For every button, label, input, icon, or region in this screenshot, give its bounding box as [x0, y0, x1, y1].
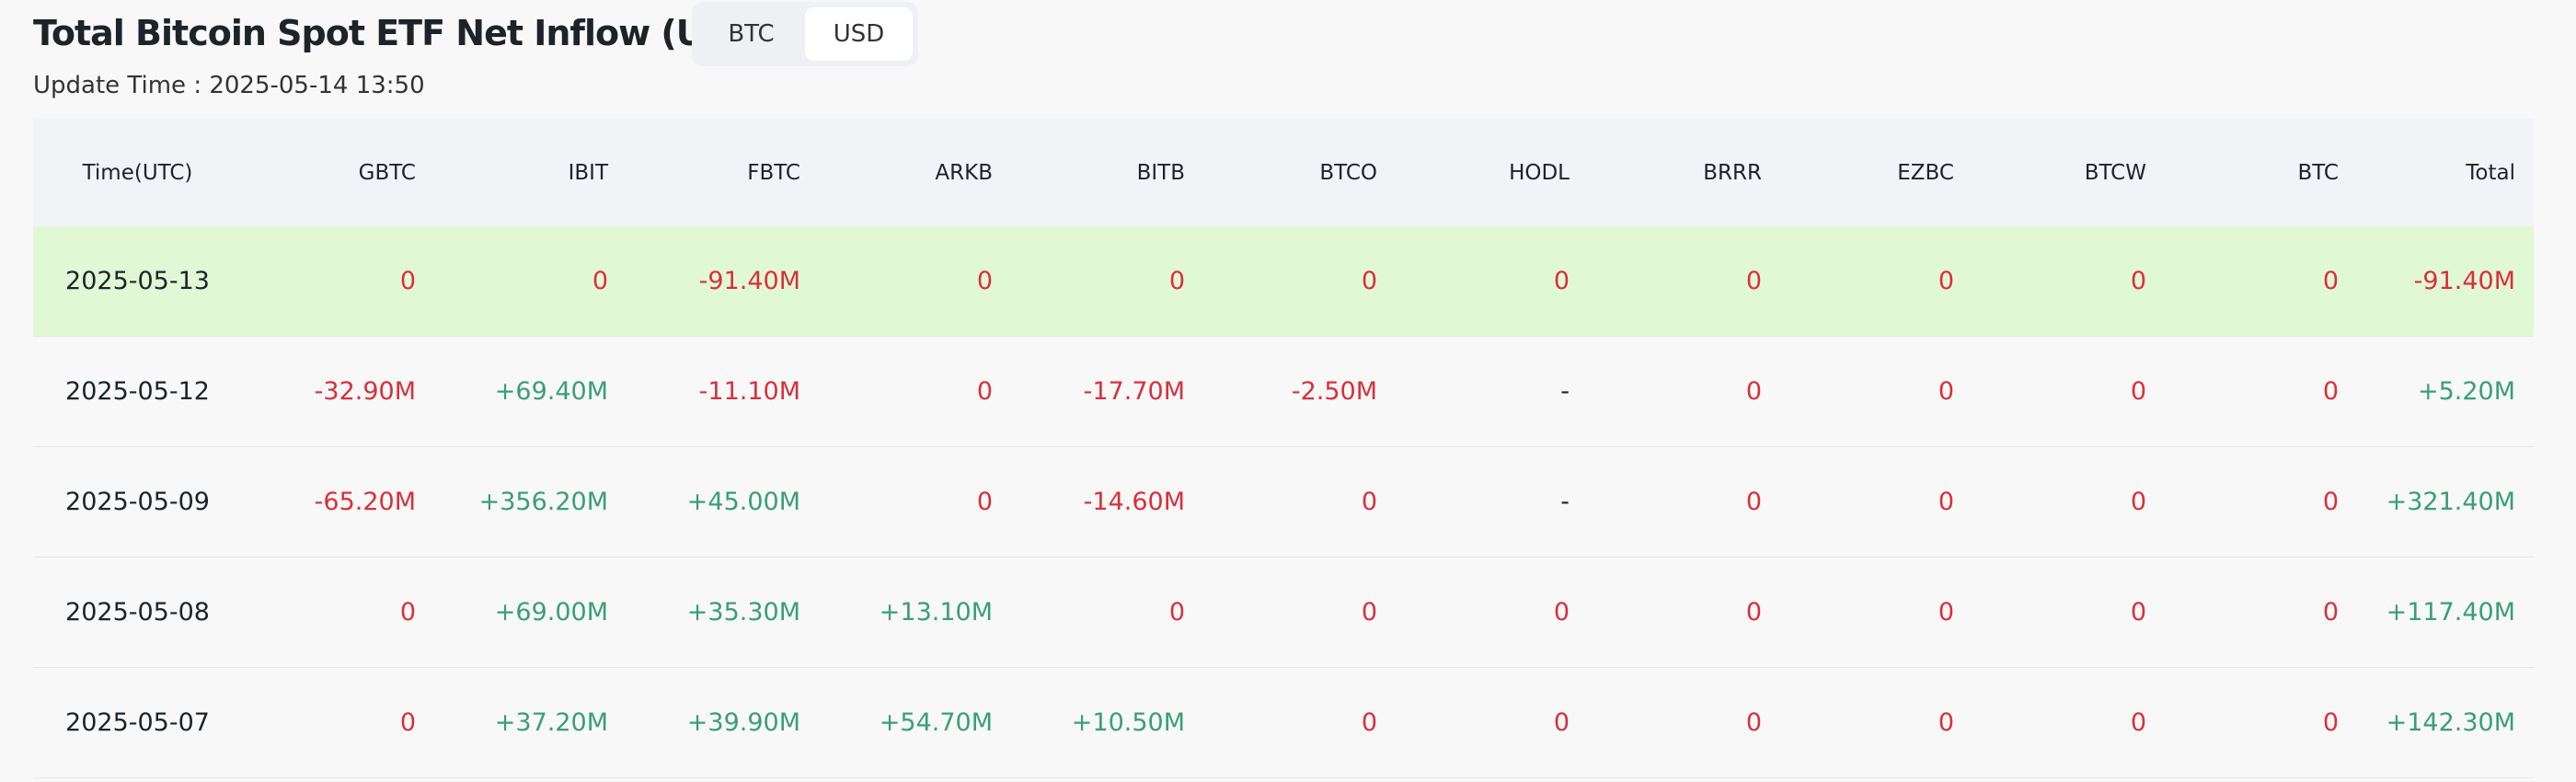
column-header: BRRR	[1588, 119, 1780, 226]
flow-cell: +142.30M	[2357, 667, 2534, 778]
date-cell: 2025-05-13	[33, 226, 242, 337]
flow-cell: 0	[1203, 557, 1396, 668]
flow-cell: 0	[1780, 557, 1972, 668]
flow-cell: 0	[1396, 557, 1588, 668]
flow-cell: 0	[1011, 226, 1203, 337]
flow-cell: 0	[1780, 667, 1972, 778]
flow-cell: +35.30M	[627, 557, 819, 668]
flow-cell: 0	[1972, 446, 2165, 558]
flow-cell: 0	[1972, 557, 2165, 668]
flow-cell: 0	[1203, 446, 1396, 558]
flow-cell: 0	[1203, 667, 1396, 778]
flow-cell: 0	[1780, 226, 1972, 337]
header-row: Time(UTC) GBTC IBIT FBTC ARKB BITB BTCO HODL BRR…	[33, 119, 2534, 226]
flow-cell: +69.40M	[434, 336, 627, 447]
flow-cell: +356.20M	[434, 446, 627, 558]
flow-cell: -91.40M	[2357, 226, 2534, 337]
flow-cell: 0	[1972, 226, 2165, 337]
column-header: Total	[2357, 119, 2534, 226]
flow-cell: -	[1396, 336, 1588, 447]
flow-cell: -17.70M	[1011, 336, 1203, 447]
flow-cell: 0	[242, 667, 434, 778]
column-header: HODL	[1396, 119, 1588, 226]
flow-cell: 0	[819, 446, 1011, 558]
date-cell: 2025-05-12	[33, 336, 242, 447]
flow-cell: 0	[2165, 336, 2357, 447]
flow-cell: 0	[819, 336, 1011, 447]
flow-cell: 0	[1588, 226, 1780, 337]
column-header: BTCO	[1203, 119, 1396, 226]
flow-cell: -14.60M	[1011, 446, 1203, 558]
flow-cell: 0	[242, 226, 434, 337]
update-time: Update Time : 2025-05-14 13:50	[33, 72, 425, 99]
column-header: Time(UTC)	[33, 119, 242, 226]
flow-cell: -32.90M	[242, 336, 434, 447]
unit-toggle: BTC USD	[692, 2, 918, 66]
flow-cell: +54.70M	[819, 667, 1011, 778]
flow-cell: -91.40M	[627, 226, 819, 337]
flow-cell: 0	[1588, 446, 1780, 558]
flow-cell: -11.10M	[627, 336, 819, 447]
flow-cell: 0	[2165, 226, 2357, 337]
flow-cell: +13.10M	[819, 557, 1011, 668]
flow-cell: +10.50M	[1011, 667, 1203, 778]
flow-cell: 0	[1972, 667, 2165, 778]
column-header: BITB	[1011, 119, 1203, 226]
flow-cell: 0	[1203, 226, 1396, 337]
flow-cell: 0	[1780, 446, 1972, 558]
toggle-button[interactable]: BTC	[728, 20, 775, 48]
flow-cell: 0	[2165, 667, 2357, 778]
date-cell: 2025-05-07	[33, 667, 242, 778]
flow-cell: 0	[1780, 336, 1972, 447]
column-header: IBIT	[434, 119, 627, 226]
flow-cell: 0	[819, 226, 1011, 337]
flow-cell: +5.20M	[2357, 336, 2534, 447]
flow-cell: 0	[1011, 557, 1203, 668]
table-row: 2025-05-12 -32.90M +69.40M -11.10M 0 -17.70M -…	[33, 336, 2534, 447]
flow-cell: 0	[242, 557, 434, 668]
flow-cell: -2.50M	[1203, 336, 1396, 447]
flow-cell: +39.90M	[627, 667, 819, 778]
date-cell: 2025-05-08	[33, 557, 242, 668]
table-row: 2025-05-09 -65.20M +356.20M +45.00M 0 -14.60M…	[33, 446, 2534, 558]
column-header: ARKB	[819, 119, 1011, 226]
flow-cell: 0	[1396, 667, 1588, 778]
flow-cell: 0	[1588, 667, 1780, 778]
flow-cell: 0	[434, 226, 627, 337]
flow-cell: 0	[2165, 557, 2357, 668]
table-row: 2025-05-07 0 +37.20M +39.90M +54.70M +10.50M 0…	[33, 667, 2534, 778]
flow-cell: 0	[1588, 557, 1780, 668]
toggle-button[interactable]: USD	[805, 7, 913, 61]
flow-cell: +117.40M	[2357, 557, 2534, 668]
flow-cell: +321.40M	[2357, 446, 2534, 558]
column-header: FBTC	[627, 119, 819, 226]
flow-cell: +45.00M	[627, 446, 819, 558]
column-header: EZBC	[1780, 119, 1972, 226]
table-row: 2025-05-13 0 0 -91.40M 0 0 0 0 0 0 0 0 -91.40M	[33, 226, 2534, 337]
page-title: Total Bitcoin Spot ETF Net Inflow (USD)	[33, 13, 772, 53]
flow-cell: +37.20M	[434, 667, 627, 778]
flow-cell: -65.20M	[242, 446, 434, 558]
date-cell: 2025-05-09	[33, 446, 242, 558]
table-row: 2025-05-08 0 +69.00M +35.30M +13.10M 0 0 0 0 0 0 0 +…	[33, 557, 2534, 668]
column-header: BTC	[2165, 119, 2357, 226]
flow-cell: 0	[2165, 446, 2357, 558]
flow-cell: 0	[1588, 336, 1780, 447]
inflow-table: Time(UTC) GBTC IBIT FBTC ARKB BITB BTCO HODL BRR…	[33, 119, 2534, 778]
flow-cell: 0	[1396, 226, 1588, 337]
flow-cell: +69.00M	[434, 557, 627, 668]
column-header: BTCW	[1972, 119, 2165, 226]
column-header: GBTC	[242, 119, 434, 226]
flow-cell: -	[1396, 446, 1588, 558]
flow-cell: 0	[1972, 336, 2165, 447]
